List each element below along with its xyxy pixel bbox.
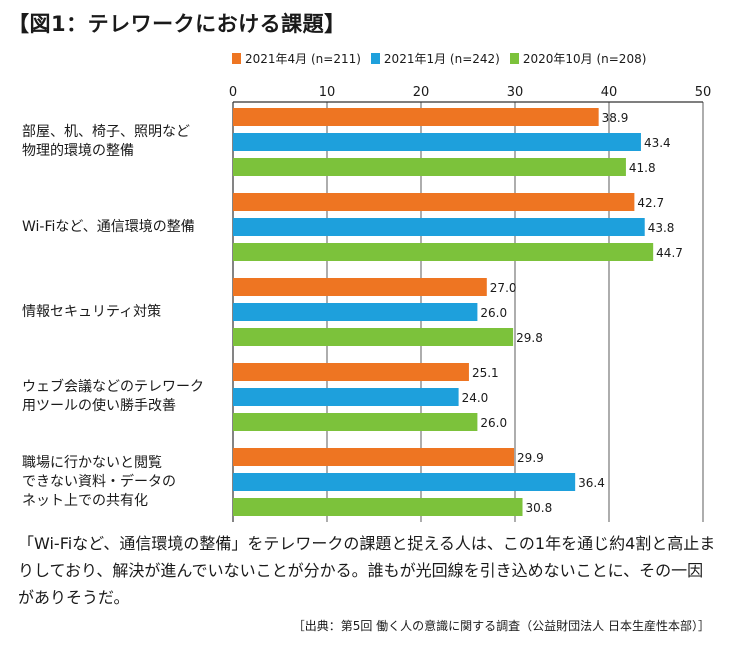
- bar-2021-apr-cat1: [233, 108, 599, 126]
- data-label-2020-oct-cat3: 29.8: [516, 331, 543, 345]
- category-label-4: ウェブ会議などのテレワーク 用ツールの使い勝手改善: [22, 379, 204, 414]
- data-label-2020-oct-cat5: 30.8: [526, 501, 553, 515]
- data-label-2021-apr-cat1: 38.9: [602, 111, 629, 125]
- bar-chart: 0 10 20 30 40 50 38.9 43.4 41.8 42.7 43.8 44.7 27.0 2…: [229, 85, 712, 522]
- bar-2020-oct-cat5: [233, 498, 523, 516]
- bar-2021-apr-cat4: [233, 363, 469, 381]
- x-tick-label-50: 50: [695, 85, 712, 100]
- bar-2020-oct-cat4: [233, 413, 478, 431]
- legend-item-2020-oct: 2020年10月 (n=208): [509, 50, 647, 67]
- legend-label-2021-apr: 2021年4月 (n=211): [245, 52, 361, 66]
- data-label-2020-oct-cat2: 44.7: [656, 246, 683, 260]
- bar-2021-apr-cat2: [233, 193, 635, 211]
- category-label-1: 部屋、机、椅子、照明など 物理的環境の整備: [22, 124, 190, 159]
- chart-title: 【図1：テレワークにおける課題】: [8, 12, 346, 36]
- bar-2021-jan-cat1: [233, 133, 641, 151]
- bar-2021-apr-cat3: [233, 278, 487, 296]
- legend: 2021年4月 (n=211) 2021年1月 (n=242) 2020年10月…: [232, 50, 646, 67]
- bar-2021-apr-cat5: [233, 448, 515, 466]
- x-tick-label-20: 20: [413, 85, 430, 100]
- data-label-2020-oct-cat1: 41.8: [629, 161, 656, 175]
- bar-2021-jan-cat2: [233, 218, 645, 236]
- legend-item-2021-jan: 2021年1月 (n=242): [370, 50, 500, 67]
- category-label-2: Wi-Fiなど、通信環境の整備: [22, 218, 195, 235]
- source-note: ［出典：第5回 働く人の意識に関する調査（公益財団法人 日本生産性本部）］: [292, 619, 710, 633]
- data-label-2021-jan-cat4: 24.0: [462, 391, 489, 405]
- legend-item-2021-apr: 2021年4月 (n=211): [232, 50, 361, 67]
- data-label-2021-apr-cat4: 25.1: [472, 366, 499, 380]
- legend-label-2020-oct: 2020年10月 (n=208): [522, 52, 647, 66]
- bar-2020-oct-cat2: [233, 243, 654, 261]
- data-label-2020-oct-cat4: 26.0: [480, 416, 507, 430]
- x-tick-label-30: 30: [507, 85, 524, 100]
- data-label-2021-jan-cat1: 43.4: [644, 136, 671, 150]
- bar-2020-oct-cat1: [233, 158, 626, 176]
- data-label-2021-jan-cat5: 36.4: [578, 476, 605, 490]
- legend-label-2021-jan: 2021年1月 (n=242): [383, 52, 500, 66]
- legend-swatch-2020-oct: [509, 53, 519, 64]
- category-label-5: 職場に行かないと閲覧 できない資料・データの ネット上での共有化: [22, 454, 176, 509]
- category-label-3: 情報セキュリティ対策: [22, 303, 162, 320]
- data-label-2021-apr-cat5: 29.9: [517, 451, 544, 465]
- x-tick-label-40: 40: [601, 85, 618, 100]
- bar-2020-oct-cat3: [233, 328, 514, 346]
- x-tick-label-10: 10: [319, 85, 336, 100]
- data-label-2021-jan-cat2: 43.8: [648, 221, 675, 235]
- bar-2021-jan-cat5: [233, 473, 576, 491]
- legend-swatch-2021-jan: [370, 53, 380, 64]
- caption-text: 「Wi-Fiなど、通信環境の整備」をテレワークの課題と捉える人は、この1年を通じ…: [18, 534, 716, 607]
- data-label-2021-apr-cat2: 42.7: [637, 196, 664, 210]
- data-label-2021-apr-cat3: 27.0: [490, 281, 517, 295]
- x-tick-label-0: 0: [229, 85, 237, 100]
- bar-2021-jan-cat3: [233, 303, 478, 321]
- legend-swatch-2021-apr: [232, 53, 241, 64]
- data-label-2021-jan-cat3: 26.0: [480, 306, 507, 320]
- bar-2021-jan-cat4: [233, 388, 459, 406]
